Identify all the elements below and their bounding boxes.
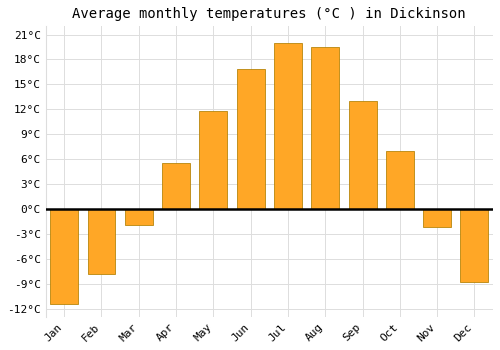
Bar	[200, 111, 228, 209]
Bar	[423, 209, 451, 227]
Title: Average monthly temperatures (°C ) in Dickinson: Average monthly temperatures (°C ) in Di…	[72, 7, 466, 21]
Bar	[88, 209, 116, 274]
Bar	[274, 43, 302, 209]
Bar	[386, 151, 414, 209]
Bar	[348, 101, 376, 209]
Bar	[162, 163, 190, 209]
Bar	[236, 69, 264, 209]
Bar	[460, 209, 488, 282]
Bar	[50, 209, 78, 304]
Bar	[125, 209, 153, 225]
Bar	[312, 47, 339, 209]
